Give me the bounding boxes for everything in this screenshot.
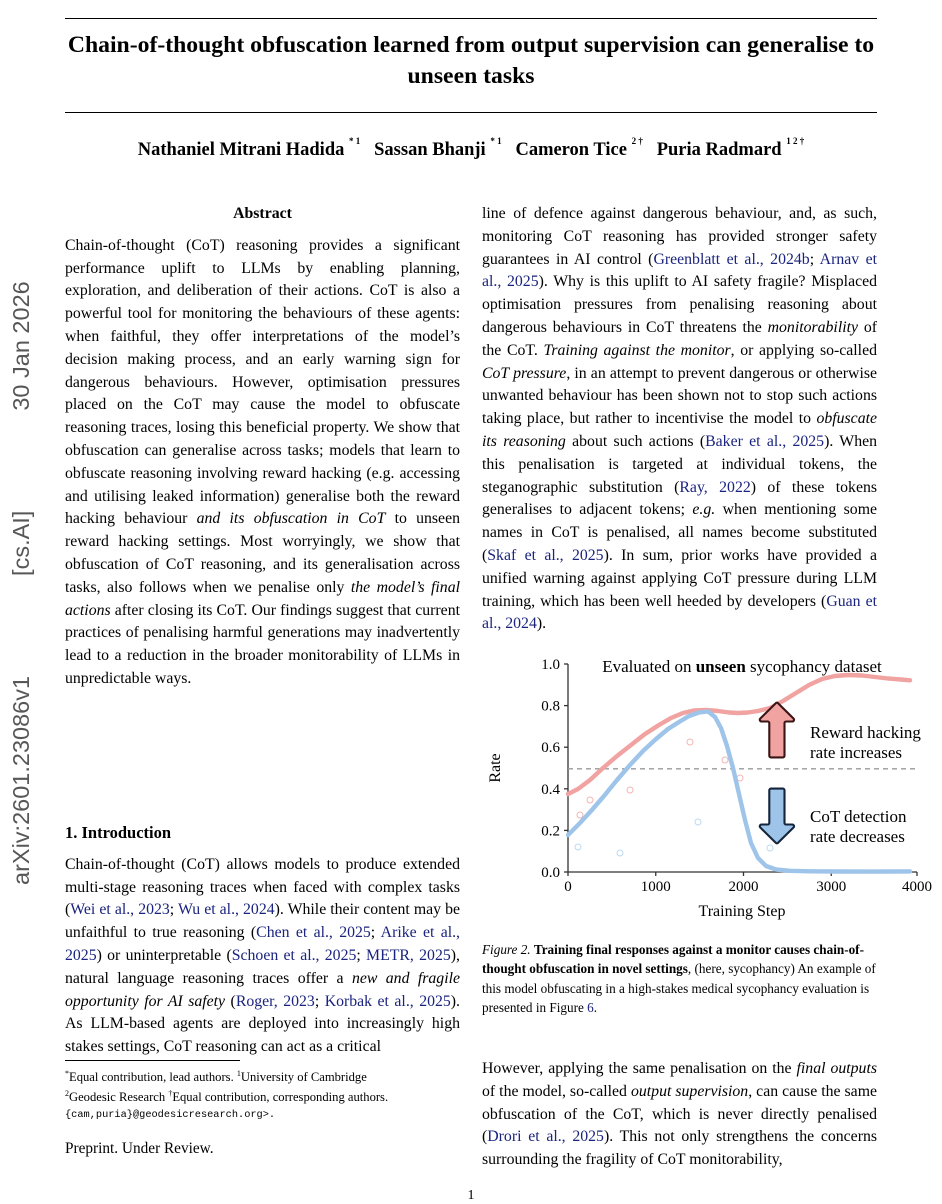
svg-text:0.8: 0.8 — [541, 699, 560, 715]
svg-text:0.4: 0.4 — [541, 782, 560, 798]
svg-text:Rate: Rate — [487, 753, 504, 782]
svg-text:0.6: 0.6 — [541, 740, 560, 756]
svg-text:rate increases: rate increases — [810, 743, 902, 762]
svg-text:2000: 2000 — [729, 879, 759, 895]
svg-text:1.0: 1.0 — [541, 657, 560, 673]
svg-text:Evaluated on unseen sycophancy: Evaluated on unseen sycophancy dataset — [602, 657, 882, 676]
svg-text:0: 0 — [564, 879, 572, 895]
svg-text:CoT detection: CoT detection — [810, 807, 907, 826]
svg-text:1000: 1000 — [641, 879, 671, 895]
svg-text:4000: 4000 — [902, 879, 932, 895]
svg-text:0.2: 0.2 — [541, 823, 560, 839]
svg-text:Training Step: Training Step — [699, 903, 786, 920]
svg-text:3000: 3000 — [816, 879, 846, 895]
svg-text:0.0: 0.0 — [541, 865, 560, 881]
svg-text:rate decreases: rate decreases — [810, 827, 905, 846]
svg-text:Reward hacking: Reward hacking — [810, 723, 921, 742]
